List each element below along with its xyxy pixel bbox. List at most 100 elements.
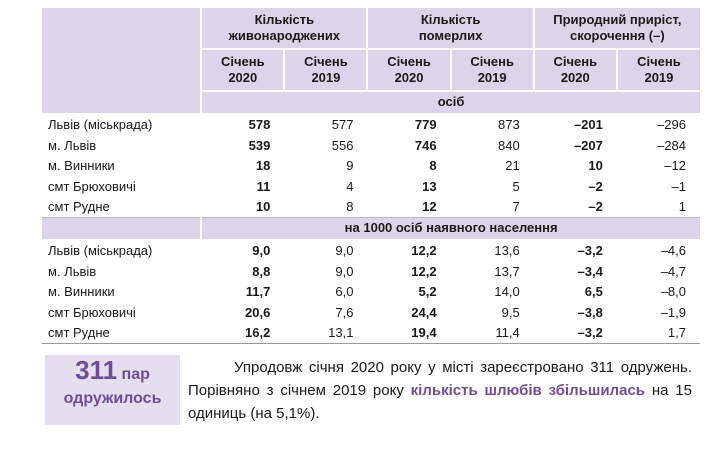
cell: –1 [671,178,686,194]
cell: –8,0 [660,284,686,300]
cell: 16,2 [201,322,285,344]
row-label: смт Рудне [42,322,202,344]
data-row: м. Львів 539 556 746 840 –207 –284 [42,135,700,156]
cell: 10 [255,199,271,215]
section-unit: на 1000 осіб наявного населення [200,217,700,241]
header-row: Січень 2020 Січень 2019 Січень 2020 Січень … [42,49,700,92]
cell: 779 [414,117,437,133]
cell: 7 [512,199,520,215]
cell: 11,7 [245,284,271,300]
cell: 9,0 [335,263,354,279]
section-blank [42,217,202,241]
cell: 13 [422,178,437,194]
cell: –3,2 [577,243,603,259]
cell: 8,8 [252,263,271,279]
cell: 6,5 [584,284,603,300]
cell: 577 [331,117,354,133]
cell: 24,4 [411,304,437,320]
callout: 311 пар одружилось [45,355,180,425]
data-row: м. Винники 11,7 6,0 5,2 14,0 6,5 –8,0 [42,282,700,303]
cell: 539 [248,137,271,153]
row-label: м. Львів [48,137,97,153]
row-label: Львів (міськрада) [48,117,153,133]
cell: 5 [512,178,520,194]
paragraph-text: на 15 одиниць (на 5,1%). [188,382,692,422]
group-header: Кількість померлих [366,8,534,50]
section-row: на 1000 осіб наявного населення [42,217,700,241]
cell: –12 [664,158,686,174]
header-corner [42,8,202,115]
data-row: смт Рудне 16,2 13,1 19,4 11,4 –3,2 1,7 [42,322,700,344]
cell: 746 [414,137,437,153]
cell: 556 [331,137,354,153]
cell: –284 [657,137,686,153]
cell: 13,7 [494,263,520,279]
cell: –201 [573,117,603,133]
cell: –2 [588,199,603,215]
cell: 12,2 [411,263,437,279]
callout-unit: пар [121,366,150,383]
cell: 1,7 [616,322,700,344]
cell: –296 [657,117,686,133]
row-label: смт Брюховичі [48,178,136,194]
cell: 20,6 [245,304,271,320]
column-header: Січень 2019 [449,49,534,92]
column-header: Січень 2020 [532,49,617,92]
cell: 9,0 [252,243,271,259]
section-unit: осіб [200,91,700,115]
cell: 21 [505,158,520,174]
group-header: Природний приріст, скорочення (–) [532,8,700,50]
cell: 13,6 [494,243,520,259]
data-row: м. Винники 18 9 8 21 10 –12 [42,156,700,177]
cell: –1,9 [660,304,686,320]
data-row: смт Рудне 10 8 12 7 –2 1 [42,197,700,218]
data-row: смт Брюховичі 11 4 13 5 –2 –1 [42,176,700,197]
data-row: Львів (міськрада) 9,0 9,0 12,2 13,6 –3,2 –4,6 [42,240,700,262]
cell: 578 [248,117,271,133]
cell: 12,2 [411,243,437,259]
cell: 5,2 [418,284,437,300]
cell: 840 [498,137,520,153]
row-label: Львів (міськрада) [48,243,153,259]
cell: 14,0 [494,284,520,300]
cell: 6,0 [335,284,354,300]
cell: 4 [346,178,354,194]
cell: –3,8 [577,304,603,320]
data-row: м. Львів 8,8 9,0 12,2 13,7 –3,4 –4,7 [42,261,700,282]
cell: 18 [255,158,271,174]
row-label: м. Винники [48,158,115,174]
cell: –3,2 [533,322,617,344]
paragraph: Упродовж січня 2020 року у місті зареєст… [188,356,692,425]
data-row: Львів (міськрада) 578 577 779 873 –201 –296 [42,114,700,136]
cell: 9,5 [501,304,520,320]
cell: 8 [429,158,437,174]
cell: –3,4 [577,263,603,279]
cell: 9,0 [335,243,354,259]
paragraph-text: кількість шлюбів збільшилась [410,382,646,399]
row-label: м. Львів [48,263,97,279]
data-row: смт Брюховичі 20,6 7,6 24,4 9,5 –3,8 –1,9 [42,302,700,323]
cell: 12 [422,199,437,215]
callout-caption: одружилось [63,390,162,407]
cell: 11 [256,178,271,194]
column-header: Січень 2019 [283,49,368,92]
paragraph-text: Упродовж січня 2020 року у місті зареєст… [188,359,692,399]
cell: 7,6 [335,304,354,320]
cell: 873 [498,117,520,133]
column-header: Січень 2020 [200,49,285,92]
callout-number: 311 [75,355,118,385]
cell: 11,4 [450,322,534,344]
row-label: м. Винники [48,284,115,300]
cell: –207 [573,137,603,153]
cell: 1 [678,199,686,215]
cell: 10 [588,158,603,174]
cell: 19,4 [367,322,451,344]
cell: –4,7 [660,263,686,279]
cell: 9 [346,158,354,174]
stats-table: Кількість живонароджених Кількість померл… [42,8,700,344]
group-header: Кількість живонароджених [200,8,368,50]
section-row: осіб [42,91,700,115]
header-row: Кількість живонароджених Кількість померл… [42,8,700,115]
cell: 13,1 [284,322,368,344]
